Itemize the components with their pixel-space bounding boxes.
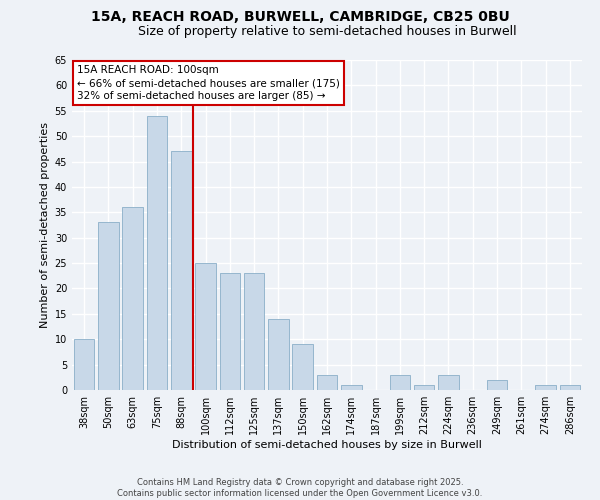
Bar — [146, 116, 167, 390]
Bar — [268, 319, 289, 390]
Bar — [389, 375, 410, 390]
Bar — [220, 273, 240, 390]
Bar — [560, 385, 580, 390]
Y-axis label: Number of semi-detached properties: Number of semi-detached properties — [40, 122, 50, 328]
Bar — [98, 222, 119, 390]
Bar — [74, 339, 94, 390]
Text: 15A, REACH ROAD, BURWELL, CAMBRIDGE, CB25 0BU: 15A, REACH ROAD, BURWELL, CAMBRIDGE, CB2… — [91, 10, 509, 24]
Text: 15A REACH ROAD: 100sqm
← 66% of semi-detached houses are smaller (175)
32% of se: 15A REACH ROAD: 100sqm ← 66% of semi-det… — [77, 65, 340, 102]
Text: Contains HM Land Registry data © Crown copyright and database right 2025.
Contai: Contains HM Land Registry data © Crown c… — [118, 478, 482, 498]
Bar — [341, 385, 362, 390]
X-axis label: Distribution of semi-detached houses by size in Burwell: Distribution of semi-detached houses by … — [172, 440, 482, 450]
Bar — [122, 207, 143, 390]
Bar — [317, 375, 337, 390]
Bar — [414, 385, 434, 390]
Bar — [171, 152, 191, 390]
Title: Size of property relative to semi-detached houses in Burwell: Size of property relative to semi-detach… — [137, 25, 517, 38]
Bar — [535, 385, 556, 390]
Bar — [292, 344, 313, 390]
Bar — [195, 263, 216, 390]
Bar — [487, 380, 508, 390]
Bar — [438, 375, 459, 390]
Bar — [244, 273, 265, 390]
